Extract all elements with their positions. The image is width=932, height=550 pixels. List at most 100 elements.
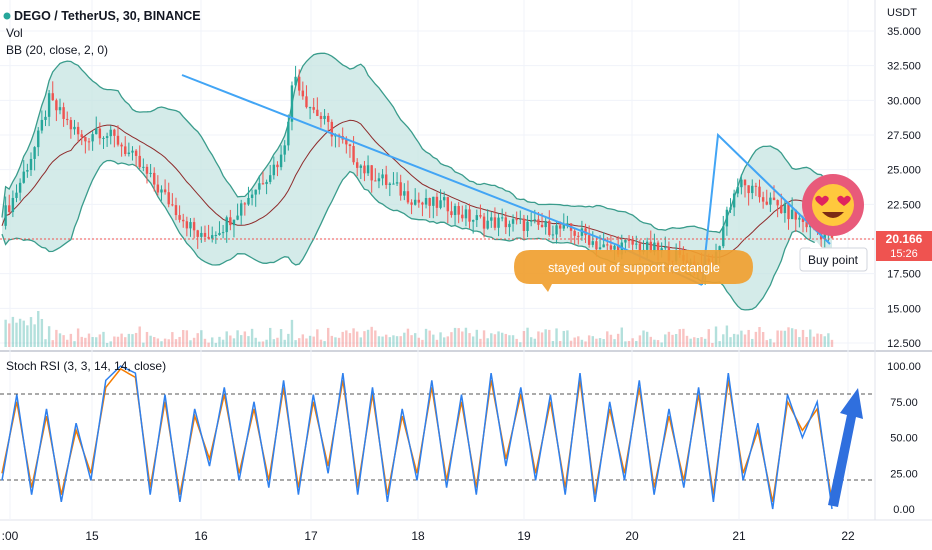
volume-bar <box>693 337 696 347</box>
volume-bar <box>15 322 18 347</box>
candle-body <box>37 130 40 148</box>
candle-body <box>798 217 801 220</box>
candle-body <box>316 109 319 117</box>
candle-body <box>225 217 228 233</box>
volume-bar <box>790 328 794 347</box>
volume-bar <box>446 336 450 347</box>
volume-bar <box>240 335 243 347</box>
volume-bar <box>816 333 819 347</box>
candle-body <box>370 165 373 181</box>
volume-bar <box>649 336 652 347</box>
volume-bar <box>645 331 649 347</box>
volume-bar <box>812 336 816 347</box>
candle-body <box>399 182 402 196</box>
candle-body <box>363 165 366 174</box>
volume-bar <box>145 331 149 347</box>
volume-bar <box>486 338 489 347</box>
volume-bar <box>809 329 812 347</box>
volume-bar <box>551 341 555 347</box>
volume-bar <box>192 337 196 347</box>
candle-body <box>823 233 826 239</box>
candle-body <box>15 192 18 198</box>
candle-body <box>497 217 500 228</box>
volume-bar <box>395 336 399 347</box>
volume-bar <box>729 337 732 347</box>
candle-body <box>174 205 178 216</box>
candle-body <box>178 215 181 220</box>
stoch-tick-label: 50.00 <box>890 433 918 445</box>
price-tick-label: 30.000 <box>887 95 921 107</box>
volume-bar <box>769 338 772 347</box>
volume-bar <box>602 339 605 347</box>
candle-body <box>84 136 87 142</box>
buy-point-label[interactable]: Buy point <box>799 241 868 272</box>
stoch-tick-label: 100.00 <box>887 361 921 373</box>
candle-body <box>261 183 265 185</box>
bb-upper <box>1 52 833 234</box>
volume-bar <box>142 342 145 347</box>
candle-body <box>91 134 94 142</box>
volume-bar <box>794 329 797 347</box>
candle-body <box>758 186 761 198</box>
candle-body <box>127 152 131 155</box>
candle-body <box>413 199 417 205</box>
bb-label[interactable]: BB (20, close, 2, 0) <box>6 43 108 57</box>
candle-body <box>44 116 47 120</box>
candle-body <box>747 185 750 194</box>
volume-bar <box>269 327 272 347</box>
volume-bar <box>754 331 758 347</box>
vol-label[interactable]: Vol <box>6 26 23 40</box>
candle-body <box>254 189 257 195</box>
stoch-axis[interactable]: 100.00 75.00 50.00 25.00 0.00 <box>887 361 921 516</box>
candle-body <box>645 241 649 250</box>
volume-bar <box>490 333 493 347</box>
volume-bar <box>595 338 598 347</box>
candle-body <box>638 243 642 252</box>
candle-body <box>283 145 286 155</box>
stoch-pane[interactable] <box>0 352 875 520</box>
candle-body <box>51 93 54 101</box>
volume-bar <box>319 339 323 347</box>
support-callout[interactable]: stayed out of support rectangle <box>514 250 753 292</box>
volume-bar <box>725 325 729 347</box>
volume-bar <box>515 338 518 347</box>
volume-bar <box>171 332 174 347</box>
candle-body <box>258 183 261 190</box>
stoch-title[interactable]: Stoch RSI (3, 3, 14, 14, close) <box>6 359 166 373</box>
volume-bar <box>707 329 710 347</box>
candle-body <box>211 235 214 239</box>
volume-bar <box>442 337 446 347</box>
volume-bar <box>167 339 170 347</box>
candle-body <box>544 221 547 228</box>
candle-body <box>624 239 627 243</box>
candle-body <box>801 217 805 222</box>
stoch-tick-label: 0.00 <box>893 504 914 516</box>
candle-body <box>606 244 609 246</box>
currency-label: USDT <box>887 7 917 19</box>
volume-bar <box>276 337 279 347</box>
candlesticks <box>4 65 834 285</box>
candle-body <box>780 205 783 214</box>
candle-body <box>156 184 160 193</box>
volume-bar <box>203 338 207 347</box>
chart-title[interactable]: DEGO / TetherUS, 30, BINANCE <box>14 9 201 23</box>
volume-bar <box>221 339 225 347</box>
candle-body <box>783 203 787 214</box>
candle-body <box>214 234 218 236</box>
time-axis[interactable]: :00 15 16 17 18 19 20 21 22 <box>2 529 855 543</box>
volume-bar <box>102 331 105 347</box>
heart-eyes-emoji[interactable] <box>802 174 864 236</box>
volume-bar <box>805 337 808 347</box>
volume-bar <box>116 336 120 347</box>
candle-body <box>276 164 279 168</box>
price-axis[interactable]: 35.00032.50030.00027.50025.00022.50020.0… <box>887 26 921 350</box>
candle-body <box>500 217 504 219</box>
volume-bar <box>823 336 826 347</box>
candle-body <box>403 191 406 196</box>
candle-body <box>776 200 779 206</box>
candle-body <box>73 126 76 130</box>
market-status-dot <box>3 12 11 20</box>
candle-body <box>355 162 359 168</box>
volume-bar <box>247 336 250 347</box>
candle-body <box>406 191 410 203</box>
